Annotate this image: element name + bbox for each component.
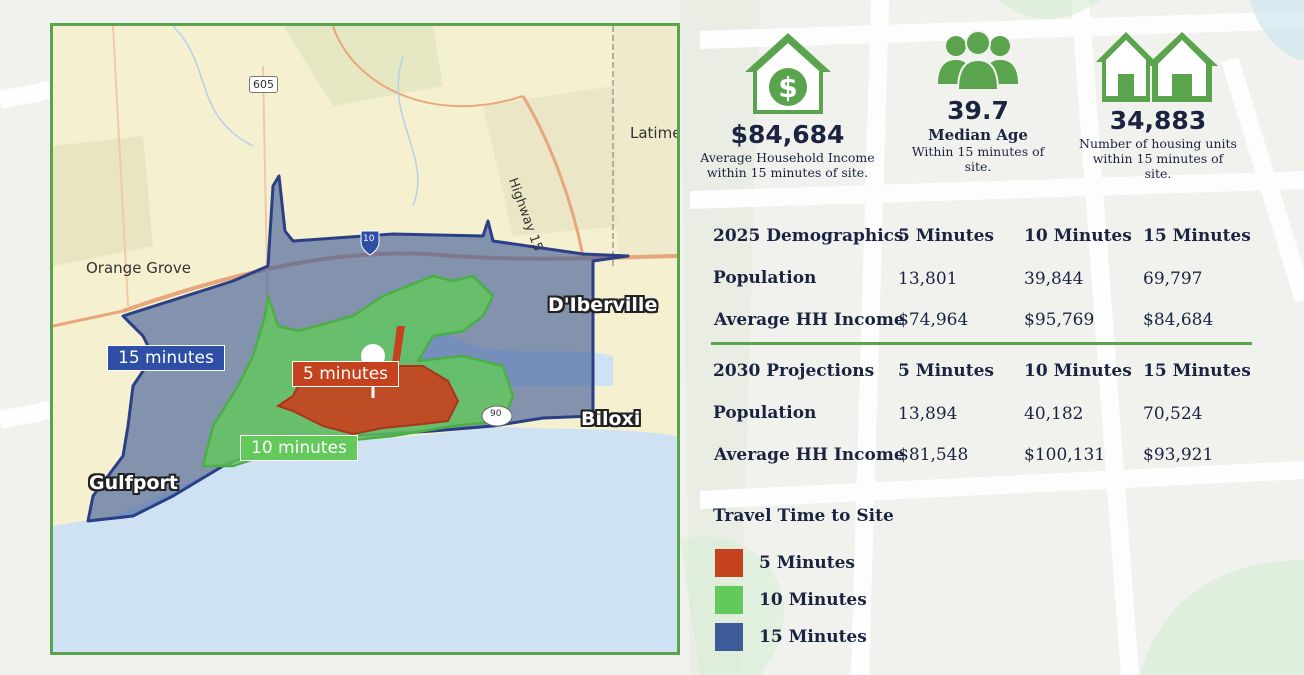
legend-label-15-minutes: 15 Minutes (759, 627, 867, 647)
table-cell: 40,182 (1024, 404, 1084, 424)
green-area (483, 86, 623, 236)
table-cell: $84,684 (1143, 310, 1214, 330)
house-dollar-icon: $ (744, 33, 831, 114)
river (397, 55, 419, 207)
river (172, 26, 254, 147)
road-shield-605: 605 (249, 76, 278, 93)
zone-label-15-minutes: 15 minutes (107, 345, 225, 371)
local-road (112, 26, 129, 307)
row-label-income: Average HH Income (714, 445, 905, 465)
table-header: 10 Minutes (1024, 226, 1132, 246)
houses-icon (1096, 32, 1218, 102)
us-route-shield-icon (481, 405, 513, 427)
table-cell: $100,131 (1024, 445, 1106, 465)
stat-description: Number of housing units within 15 minute… (1079, 136, 1237, 181)
table-header: 5 Minutes (898, 361, 994, 381)
legend-label-10-minutes: 10 Minutes (759, 590, 867, 610)
stat-value: $84,684 (730, 120, 845, 149)
local-road (332, 26, 524, 108)
table-header: 10 Minutes (1024, 361, 1132, 381)
table-cell: $95,769 (1024, 310, 1095, 330)
row-label-income: Average HH Income (714, 310, 905, 330)
stat-median-age: 39.7 Median Age Within 15 minutes of sit… (898, 30, 1058, 174)
map-canvas (53, 26, 677, 526)
table-cell: $81,548 (898, 445, 969, 465)
table-cell: $74,964 (898, 310, 969, 330)
interstate-shield-icon (360, 230, 380, 256)
table-cell: 13,894 (898, 404, 958, 424)
legend-swatch-10-minutes (715, 586, 743, 614)
travel-time-map[interactable]: 605 Highway 15 10 90 Orange Grove Latime… (50, 23, 680, 655)
table-header: 2030 Projections (713, 361, 875, 381)
row-label-population: Population (713, 268, 817, 288)
section-divider (711, 342, 1252, 345)
city-label-gulfport: Gulfport (89, 472, 179, 494)
city-label-biloxi: Biloxi (581, 408, 641, 430)
people-icon (938, 30, 1018, 91)
legend-swatch-15-minutes (715, 623, 743, 651)
stat-value: 34,883 (1109, 106, 1207, 135)
table-header: 15 Minutes (1143, 361, 1251, 381)
stat-household-income: $ $84,684 Average Household Income withi… (700, 30, 875, 180)
table-header: 15 Minutes (1143, 226, 1251, 246)
green-area (613, 26, 677, 256)
svg-text:$: $ (778, 71, 797, 104)
stat-description: Within 15 minutes of site. (911, 144, 1045, 174)
interstate-number: 10 (363, 234, 375, 244)
green-area (53, 136, 153, 266)
row-label-population: Population (713, 403, 817, 423)
place-label-orange-grove: Orange Grove (86, 259, 191, 277)
table-cell: 69,797 (1143, 269, 1203, 289)
table-header: 2025 Demographics (713, 226, 904, 246)
table-header: 5 Minutes (898, 226, 994, 246)
city-label-diberville: D'Iberville (548, 294, 658, 316)
stat-housing-units: 34,883 Number of housing units within 15… (1078, 30, 1238, 181)
legend-title: Travel Time to Site (713, 506, 894, 526)
green-area (283, 26, 443, 106)
table-cell: 13,801 (898, 269, 958, 289)
zone-label-5-minutes: 5 minutes (292, 361, 400, 387)
local-road (53, 309, 124, 328)
zone-label-10-minutes: 10 minutes (240, 435, 358, 461)
table-cell: 39,844 (1024, 269, 1084, 289)
legend-label-5-minutes: 5 Minutes (759, 553, 855, 573)
stat-value: 39.7 (947, 96, 1009, 125)
stat-description: Average Household Income within 15 minut… (700, 150, 875, 180)
highway-road (521, 95, 585, 257)
table-cell: $93,921 (1143, 445, 1214, 465)
table-cell: 70,524 (1143, 404, 1203, 424)
legend-swatch-5-minutes (715, 549, 743, 577)
stat-label: Median Age (928, 126, 1028, 144)
us-route-number: 90 (490, 409, 502, 419)
place-label-latimer: Latime (630, 124, 680, 142)
zone-5-minutes-spur (391, 326, 405, 371)
